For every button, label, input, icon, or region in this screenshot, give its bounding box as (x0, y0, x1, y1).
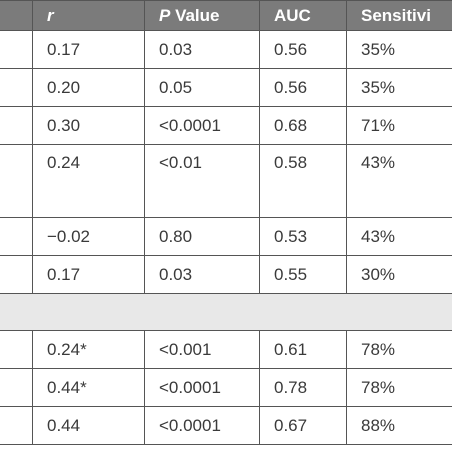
cell-sensitivity: 78% (346, 368, 452, 407)
cell-r: 0.17 (32, 255, 145, 294)
header-sensitivity: Sensitivi (346, 0, 452, 31)
section-separator-cell (0, 293, 452, 331)
cell-r: 0.44 (32, 406, 145, 445)
cell-p-value: 0.03 (144, 30, 260, 69)
cell-p-value: <0.001 (144, 330, 260, 369)
header-p-value: P Value (144, 0, 260, 31)
table-row: 0.24* <0.001 0.61 78% (0, 330, 452, 369)
table-row: 0.30 <0.0001 0.68 71% (0, 106, 452, 145)
cell-auc: 0.56 (259, 68, 347, 107)
cell-auc: 0.55 (259, 255, 347, 294)
header-p-rest: Value (170, 5, 220, 25)
row-stub (0, 106, 33, 145)
cell-r: 0.30 (32, 106, 145, 145)
table-row: −0.02 0.80 0.53 43% (0, 217, 452, 256)
row-stub (0, 406, 33, 445)
table-row: 0.17 0.03 0.55 30% (0, 255, 452, 294)
row-stub (0, 217, 33, 256)
cell-r: 0.44* (32, 368, 145, 407)
cell-r: 0.17 (32, 30, 145, 69)
header-auc: AUC (259, 0, 347, 31)
header-row: r P Value AUC Sensitivi (0, 0, 452, 31)
table-row: 0.20 0.05 0.56 35% (0, 68, 452, 107)
row-stub (0, 368, 33, 407)
cell-auc: 0.61 (259, 330, 347, 369)
table-row: 0.44 <0.0001 0.67 88% (0, 406, 452, 445)
cell-p-value: <0.01 (144, 144, 260, 218)
table-row: 0.17 0.03 0.56 35% (0, 30, 452, 69)
cell-sensitivity: 30% (346, 255, 452, 294)
cell-auc: 0.78 (259, 368, 347, 407)
header-r: r (32, 0, 145, 31)
cell-p-value: 0.80 (144, 217, 260, 256)
cell-p-value: 0.05 (144, 68, 260, 107)
section-separator-row (0, 293, 452, 331)
header-stub (0, 0, 33, 31)
cell-sensitivity: 78% (346, 330, 452, 369)
cell-r: 0.24* (32, 330, 145, 369)
cell-auc: 0.67 (259, 406, 347, 445)
cell-r: 0.20 (32, 68, 145, 107)
cell-auc: 0.58 (259, 144, 347, 218)
cell-p-value: 0.03 (144, 255, 260, 294)
cell-auc: 0.56 (259, 30, 347, 69)
cell-sensitivity: 88% (346, 406, 452, 445)
cell-auc: 0.68 (259, 106, 347, 145)
row-stub (0, 144, 33, 218)
cell-r: 0.24 (32, 144, 145, 218)
row-stub (0, 255, 33, 294)
row-stub (0, 68, 33, 107)
cell-p-value: <0.0001 (144, 406, 260, 445)
cell-sensitivity: 43% (346, 217, 452, 256)
table-row: 0.24 <0.01 0.58 43% (0, 144, 452, 218)
cell-p-value: <0.0001 (144, 106, 260, 145)
row-stub (0, 30, 33, 69)
cell-sensitivity: 71% (346, 106, 452, 145)
cell-sensitivity: 35% (346, 68, 452, 107)
cell-p-value: <0.0001 (144, 368, 260, 407)
cell-sensitivity: 43% (346, 144, 452, 218)
cell-sensitivity: 35% (346, 30, 452, 69)
table-row: 0.44* <0.0001 0.78 78% (0, 368, 452, 407)
row-stub (0, 330, 33, 369)
header-p-letter: P (159, 5, 171, 25)
cell-auc: 0.53 (259, 217, 347, 256)
cell-r: −0.02 (32, 217, 145, 256)
